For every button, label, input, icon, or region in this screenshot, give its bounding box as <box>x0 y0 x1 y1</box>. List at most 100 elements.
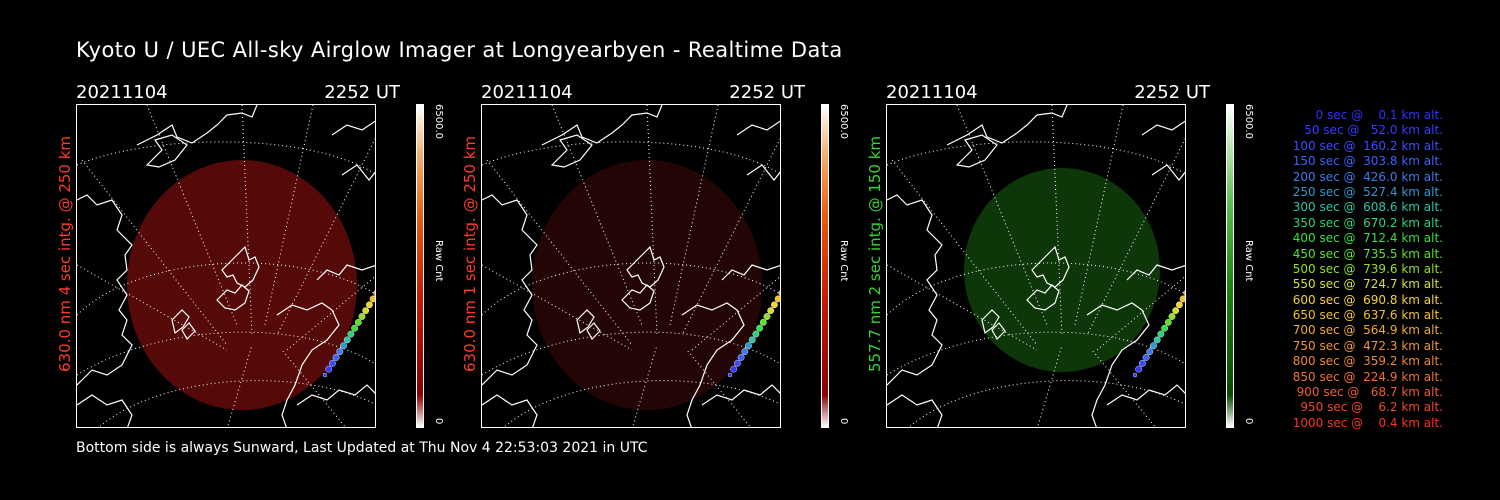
trajectory-point <box>1142 354 1150 361</box>
trajectory-point <box>1132 372 1138 378</box>
coastline-outline <box>887 105 1185 427</box>
panel-1-image <box>76 104 376 428</box>
trajectory-point <box>770 301 778 309</box>
trajectory-legend-entry: 900 sec @ 68.7 km alt. <box>1292 385 1443 400</box>
trajectory-point <box>322 372 328 378</box>
trajectory-point <box>752 330 760 338</box>
trajectory-point <box>340 342 347 350</box>
trajectory-point <box>774 295 780 303</box>
coastline-outline <box>482 105 780 427</box>
trajectory-legend-entry: 100 sec @ 160.2 km alt. <box>1288 138 1443 153</box>
airglow-emission-region <box>964 168 1160 372</box>
lat-lon-grid <box>77 105 375 427</box>
trajectory-point <box>1161 324 1168 332</box>
trajectory-point <box>328 359 336 367</box>
trajectory-point <box>362 307 370 315</box>
trajectory-point <box>343 336 351 344</box>
trajectory-legend-entry: 550 sec @ 724.7 km alt. <box>1288 277 1443 292</box>
panel-3-image <box>886 104 1186 428</box>
trajectory-point <box>1150 342 1157 350</box>
trajectory-point <box>373 290 375 296</box>
rocket-trajectory <box>322 290 375 378</box>
lat-lon-grid <box>887 105 1185 427</box>
trajectory-point <box>730 365 738 373</box>
trajectory-point <box>351 324 358 332</box>
trajectory-point <box>737 354 745 361</box>
trajectory-legend-entry: 750 sec @ 472.3 km alt. <box>1288 338 1443 353</box>
trajectory-legend-entry: 0 sec @ 0.1 km alt. <box>1304 108 1443 122</box>
trajectory-legend-entry: 850 sec @ 224.9 km alt. <box>1288 369 1443 384</box>
trajectory-legend-entry: 800 sec @ 359.2 km alt. <box>1288 354 1443 369</box>
panel-2-time: 2252 UT <box>729 82 805 103</box>
panel-1-time: 2252 UT <box>324 82 400 103</box>
trajectory-point <box>1146 348 1154 356</box>
trajectory-legend-entry: 150 sec @ 303.8 km alt. <box>1288 154 1443 169</box>
panel-3-colorbar <box>1226 104 1234 428</box>
panel-2-image <box>481 104 781 428</box>
trajectory-point <box>756 324 763 332</box>
trajectory-point <box>1172 307 1180 315</box>
trajectory-point <box>733 359 741 367</box>
panel-map-svg <box>887 105 1185 427</box>
trajectory-legend-entry: 250 sec @ 527.4 km alt. <box>1288 184 1443 199</box>
trajectory-point <box>748 336 756 344</box>
trajectory-point <box>1168 313 1176 320</box>
trajectory-point <box>1135 365 1143 373</box>
trajectory-point <box>332 354 340 361</box>
trajectory-point <box>1179 295 1185 303</box>
trajectory-point <box>1175 301 1183 309</box>
trajectory-legend-entry: 300 sec @ 608.6 km alt. <box>1288 200 1443 215</box>
panel-2-colorbar-max: 6500.0 <box>838 104 849 139</box>
rocket-trajectory <box>727 290 780 378</box>
trajectory-legend-entry: 650 sec @ 637.6 km alt. <box>1288 308 1443 323</box>
trajectory-legend-entry: 600 sec @ 690.8 km alt. <box>1288 292 1443 307</box>
panel-2-colorbar-min: 0 <box>838 418 849 425</box>
trajectory-legend-entry: 1000 sec @ 0.4 km alt. <box>1292 415 1443 430</box>
trajectory-point <box>763 313 771 320</box>
trajectory-point <box>727 372 733 378</box>
trajectory-legend-entry: 200 sec @ 426.0 km alt. <box>1288 169 1443 184</box>
panel-3-colorbar-max: 6500.0 <box>1243 104 1254 139</box>
panel-3-date: 20211104 <box>886 82 978 103</box>
trajectory-legend: 0 sec @ 0.1 km alt. 50 sec @ 52.0 km alt… <box>1255 108 1443 431</box>
trajectory-legend-entry: 950 sec @ 6.2 km alt. <box>1296 400 1443 415</box>
panel-map-svg <box>77 105 375 427</box>
panel-2-date: 20211104 <box>481 82 573 103</box>
trajectory-point <box>767 307 775 315</box>
trajectory-point <box>759 318 767 326</box>
panel-3-time: 2252 UT <box>1134 82 1210 103</box>
panel-1-colorbar-max: 6500.0 <box>433 104 444 139</box>
panel-1-colorbar-unit: Raw Cnt <box>433 240 444 282</box>
panel-3-colorbar-unit: Raw Cnt <box>1243 240 1254 282</box>
trajectory-point <box>1153 336 1161 344</box>
panel-3-ylabel: 557.7 nm 2 sec intg. @ 150 km <box>866 135 884 372</box>
panel-1-ylabel: 630.0 nm 4 sec intg. @ 250 km <box>56 135 74 372</box>
trajectory-point <box>365 301 373 309</box>
trajectory-point <box>369 295 375 303</box>
trajectory-legend-entry: 50 sec @ 52.0 km alt. <box>1296 123 1443 138</box>
trajectory-point <box>1164 318 1172 326</box>
trajectory-point <box>745 342 752 350</box>
panel-3-colorbar-min: 0 <box>1243 418 1254 425</box>
panel-1-colorbar-min: 0 <box>433 418 444 425</box>
trajectory-legend-entry: 450 sec @ 735.5 km alt. <box>1288 246 1443 261</box>
trajectory-legend-entry: 700 sec @ 564.9 km alt. <box>1288 323 1443 338</box>
trajectory-point <box>336 348 344 356</box>
rocket-trajectory <box>1132 290 1185 378</box>
panel-1-colorbar <box>416 104 424 428</box>
trajectory-legend-entry: 500 sec @ 739.6 km alt. <box>1288 261 1443 276</box>
trajectory-point <box>325 365 333 373</box>
panel-1-date: 20211104 <box>76 82 168 103</box>
trajectory-point <box>1183 290 1185 296</box>
trajectory-point <box>1138 359 1146 367</box>
trajectory-point <box>358 313 366 320</box>
trajectory-point <box>354 318 362 326</box>
coastline-outline <box>77 105 375 427</box>
panel-2-colorbar-unit: Raw Cnt <box>838 240 849 282</box>
trajectory-point <box>741 348 749 356</box>
footer-status: Bottom side is always Sunward, Last Upda… <box>76 440 648 456</box>
trajectory-point <box>778 290 780 296</box>
trajectory-legend-entry: 350 sec @ 670.2 km alt. <box>1288 215 1443 230</box>
panel-2-ylabel: 630.0 nm 1 sec intg. @ 250 km <box>461 135 479 372</box>
lat-lon-grid <box>482 105 780 427</box>
